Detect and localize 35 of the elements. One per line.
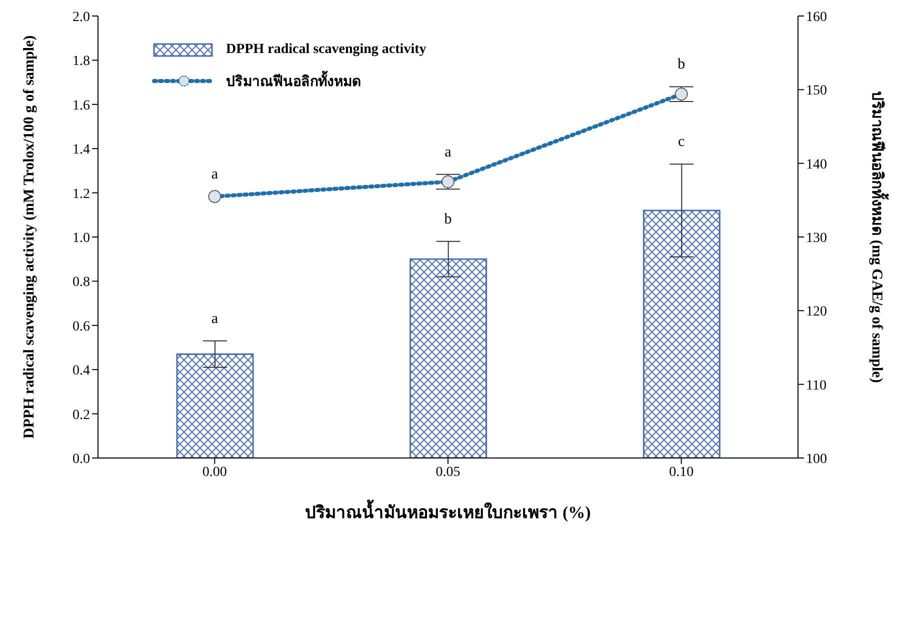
y-tick-label: 0.0 [72,452,90,467]
legend-label: ปริมาณฟีนอลิกทั้งหมด [226,70,361,92]
y-tick-label: 0.8 [72,275,90,290]
x-tick-label: 0.00 [202,464,227,480]
annotation: b [678,56,686,73]
annotation: b [444,211,452,228]
annotation: a [211,310,218,327]
y-tick-label: 1.0 [72,230,90,246]
y-tick-label: 1.6 [72,98,90,114]
y-tick-label: 2.0 [72,10,90,25]
x-tick-label: 0.10 [669,464,694,480]
y-tick-label: 0.4 [72,364,90,379]
y2-tick-label: 150 [806,84,827,99]
y-tick-label: 0.2 [72,408,90,423]
y2-tick-label: 140 [806,157,827,172]
bar [410,258,488,458]
x-axis-title: ปริมาณน้ำมันหอมระเหยใบกะเพรา (%) [305,499,591,522]
y-tick-label: 1.8 [72,54,90,70]
bar [642,210,720,458]
y-tick-label: 0.6 [72,319,90,334]
x-tick-label: 0.05 [436,464,460,480]
legend-label: DPPH radical scavenging activity [226,42,426,58]
y2-axis-title: ปริมาณฟีนอลิกทั้งหมด (mg GAE/g of sample) [868,91,890,383]
y-axis-title: DPPH radical scavenging activity (mM Trolox/100 g of sample) [21,35,38,439]
y2-tick-label: 160 [806,10,827,25]
annotation: c [678,134,685,150]
annotation: a [444,144,452,160]
y2-tick-label: 110 [806,378,826,394]
y-tick-label: 1.2 [72,186,90,202]
y2-tick-label: 100 [806,452,827,467]
y2-tick-label: 120 [806,304,827,320]
y-tick-label: 1.4 [72,142,90,158]
annotation: a [211,166,218,182]
y2-tick-label: 130 [806,230,827,246]
bar [176,353,254,458]
